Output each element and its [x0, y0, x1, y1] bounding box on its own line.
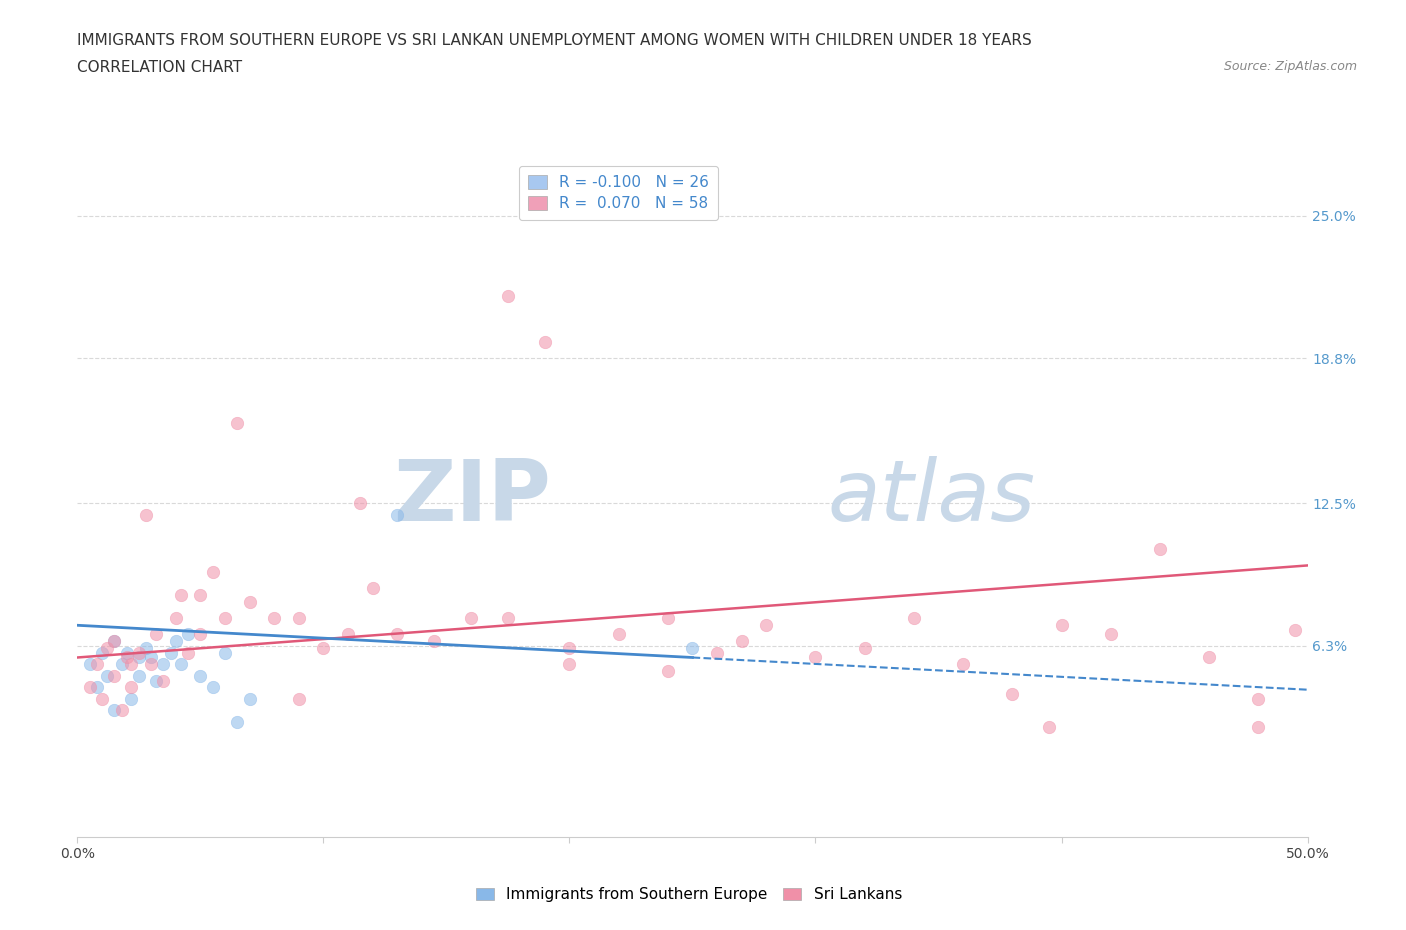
- Point: [496, 288, 519, 303]
- Point: [534, 335, 557, 350]
- Point: [135, 508, 157, 523]
- Point: [214, 611, 236, 626]
- Point: [103, 669, 125, 684]
- Point: [558, 641, 581, 656]
- Point: [96, 641, 118, 656]
- Point: [90, 645, 114, 660]
- Point: [135, 641, 157, 656]
- Point: [755, 618, 778, 632]
- Point: [1198, 650, 1220, 665]
- Point: [128, 669, 150, 684]
- Point: [361, 581, 384, 596]
- Point: [214, 645, 236, 660]
- Point: [177, 627, 200, 642]
- Point: [706, 645, 728, 660]
- Point: [682, 641, 704, 656]
- Point: [201, 565, 224, 579]
- Point: [288, 611, 311, 626]
- Point: [115, 645, 138, 660]
- Point: [190, 627, 212, 642]
- Point: [1001, 687, 1024, 702]
- Point: [349, 496, 371, 511]
- Point: [160, 645, 183, 660]
- Point: [1099, 627, 1122, 642]
- Point: [657, 611, 679, 626]
- Point: [657, 664, 679, 679]
- Point: [387, 508, 409, 523]
- Point: [226, 714, 249, 729]
- Point: [239, 595, 262, 610]
- Point: [1247, 719, 1270, 734]
- Point: [263, 611, 285, 626]
- Point: [165, 634, 187, 649]
- Point: [177, 645, 200, 660]
- Point: [731, 634, 754, 649]
- Text: ZIP: ZIP: [394, 456, 551, 539]
- Point: [121, 692, 143, 707]
- Point: [804, 650, 827, 665]
- Point: [190, 669, 212, 684]
- Point: [79, 680, 101, 695]
- Point: [952, 657, 974, 671]
- Point: [387, 627, 409, 642]
- Point: [165, 611, 187, 626]
- Point: [103, 634, 125, 649]
- Point: [111, 703, 132, 718]
- Point: [312, 641, 335, 656]
- Point: [103, 634, 125, 649]
- Point: [96, 669, 118, 684]
- Point: [558, 657, 581, 671]
- Point: [141, 650, 163, 665]
- Text: IMMIGRANTS FROM SOUTHERN EUROPE VS SRI LANKAN UNEMPLOYMENT AMONG WOMEN WITH CHIL: IMMIGRANTS FROM SOUTHERN EUROPE VS SRI L…: [77, 33, 1032, 47]
- Point: [1284, 622, 1306, 637]
- Point: [86, 680, 108, 695]
- Text: atlas: atlas: [828, 456, 1036, 539]
- Point: [145, 673, 167, 688]
- Point: [121, 680, 143, 695]
- Point: [853, 641, 876, 656]
- Point: [111, 657, 132, 671]
- Point: [115, 650, 138, 665]
- Point: [496, 611, 519, 626]
- Point: [1038, 719, 1060, 734]
- Point: [152, 657, 174, 671]
- Point: [128, 650, 150, 665]
- Point: [226, 416, 249, 431]
- Point: [170, 588, 193, 603]
- Point: [90, 692, 114, 707]
- Point: [423, 634, 446, 649]
- Point: [288, 692, 311, 707]
- Point: [460, 611, 482, 626]
- Point: [141, 657, 163, 671]
- Point: [607, 627, 630, 642]
- Point: [145, 627, 167, 642]
- Point: [190, 588, 212, 603]
- Point: [903, 611, 925, 626]
- Point: [239, 692, 262, 707]
- Point: [86, 657, 108, 671]
- Point: [128, 645, 150, 660]
- Point: [1149, 542, 1171, 557]
- Point: [170, 657, 193, 671]
- Legend: R = -0.100   N = 26, R =  0.070   N = 58: R = -0.100 N = 26, R = 0.070 N = 58: [519, 166, 718, 220]
- Legend: Immigrants from Southern Europe, Sri Lankans: Immigrants from Southern Europe, Sri Lan…: [470, 882, 908, 909]
- Point: [201, 680, 224, 695]
- Point: [337, 627, 360, 642]
- Text: CORRELATION CHART: CORRELATION CHART: [77, 60, 242, 75]
- Point: [121, 657, 143, 671]
- Point: [1247, 692, 1270, 707]
- Point: [103, 703, 125, 718]
- Point: [152, 673, 174, 688]
- Point: [1050, 618, 1073, 632]
- Text: Source: ZipAtlas.com: Source: ZipAtlas.com: [1223, 60, 1357, 73]
- Point: [79, 657, 101, 671]
